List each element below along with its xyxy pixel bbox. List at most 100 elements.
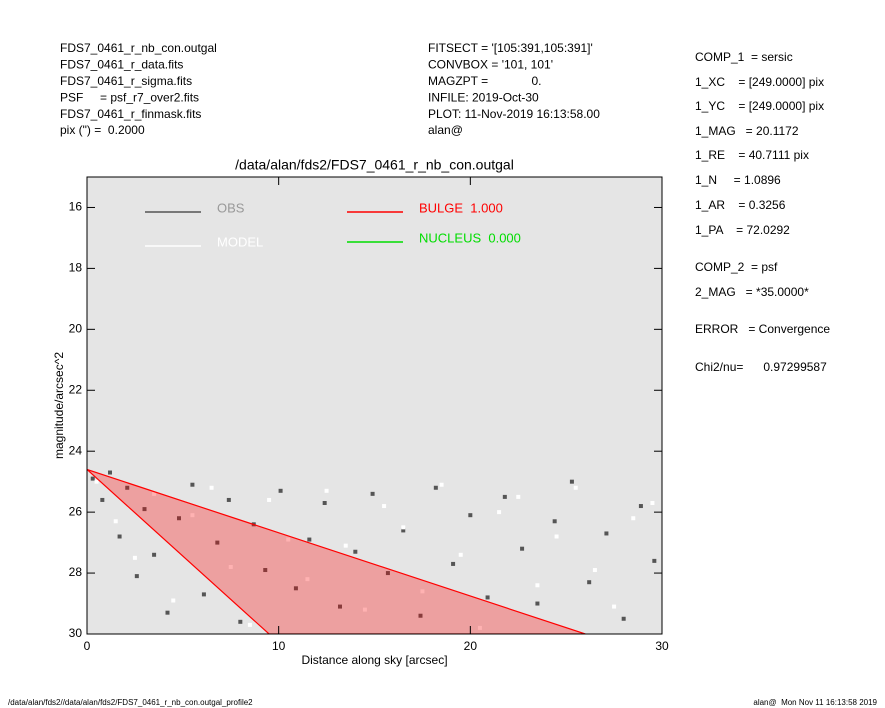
header-line: FITSECT = '[105:391,105:391]' <box>428 41 593 55</box>
data-point <box>215 540 220 545</box>
fit-parameter: Chi2/nu= 0.97299587 <box>695 360 827 374</box>
header-line: MAGZPT = 0. <box>428 74 541 88</box>
fit-parameter: 1_MAG = 20.1172 <box>695 124 799 138</box>
x-axis-label: Distance along sky [arcsec] <box>301 653 447 667</box>
data-point <box>338 604 342 609</box>
x-tick-label: 30 <box>655 639 669 653</box>
data-point <box>152 552 157 557</box>
legend-label: OBS <box>217 200 245 215</box>
data-point <box>621 616 626 621</box>
footer-left: /data/alan/fds2//data/alan/fds2/FDS7_046… <box>8 698 253 707</box>
data-point <box>458 552 463 557</box>
data-point <box>228 564 233 569</box>
data-point <box>94 479 99 484</box>
data-point <box>117 534 122 539</box>
plot-marks <box>87 468 657 634</box>
data-point <box>305 577 310 582</box>
fit-parameter: 1_AR = 0.3256 <box>695 198 786 212</box>
data-point <box>278 488 283 493</box>
data-point <box>552 519 557 524</box>
data-point <box>385 571 390 576</box>
data-point <box>152 491 157 496</box>
y-axis-label: magnitude/arcsec^2 <box>52 352 66 459</box>
data-point <box>652 558 657 563</box>
header-line: PLOT: 11-Nov-2019 16:13:58.00 <box>428 107 600 121</box>
data-point <box>165 610 170 615</box>
data-point <box>433 485 438 490</box>
data-point <box>370 491 375 496</box>
data-point <box>573 485 578 490</box>
y-tick-label: 30 <box>69 626 83 640</box>
y-tick-label: 22 <box>69 382 83 396</box>
legend-label: MODEL <box>217 234 263 249</box>
data-point <box>209 485 214 490</box>
data-point <box>171 598 176 603</box>
data-point <box>324 488 329 493</box>
header-line: alan@ <box>428 123 463 137</box>
data-point <box>638 504 643 509</box>
data-point <box>353 549 358 554</box>
data-point <box>190 513 195 518</box>
x-tick-label: 0 <box>84 639 91 653</box>
data-point <box>516 494 521 499</box>
data-point <box>322 500 327 505</box>
data-point <box>497 510 502 515</box>
data-point <box>535 583 540 588</box>
data-point <box>201 592 206 597</box>
header-line: FDS7_0461_r_nb_con.outgal <box>60 41 217 55</box>
y-tick-label: 18 <box>69 261 83 275</box>
data-point <box>190 482 195 487</box>
chart-title: /data/alan/fds2/FDS7_0461_r_nb_con.outga… <box>235 157 514 173</box>
data-point <box>592 568 597 573</box>
header-line: pix (") = 0.2000 <box>60 123 145 137</box>
header-line: CONVBOX = '101, 101' <box>428 58 553 72</box>
fit-parameter: 1_RE = 40.7111 pix <box>695 148 809 162</box>
data-point <box>420 589 425 594</box>
data-point <box>612 604 617 609</box>
y-tick-label: 24 <box>69 443 83 457</box>
data-point <box>535 601 540 606</box>
data-point <box>90 476 95 481</box>
data-point <box>238 619 243 624</box>
data-point <box>177 516 181 521</box>
data-point <box>520 546 525 551</box>
data-point <box>132 555 137 560</box>
data-point <box>263 568 268 573</box>
legend-label: NUCLEUS 0.000 <box>419 230 521 245</box>
data-point <box>293 586 298 591</box>
header-line: PSF = psf_r7_over2.fits <box>60 90 199 104</box>
header-line: FDS7_0461_r_data.fits <box>60 58 183 72</box>
x-tick-label: 20 <box>464 639 478 653</box>
data-point <box>226 497 231 502</box>
data-point <box>401 525 406 530</box>
footer-right: alan@ Mon Nov 11 16:13:58 2019 <box>753 698 877 707</box>
data-point <box>631 516 636 521</box>
data-point <box>286 537 291 542</box>
data-point <box>382 504 387 509</box>
plot-frame <box>86 176 663 635</box>
data-point <box>554 534 559 539</box>
y-tick-label: 28 <box>69 565 83 579</box>
data-point <box>587 580 592 585</box>
data-point <box>439 482 444 487</box>
fit-parameter: 1_PA = 72.0292 <box>695 223 790 237</box>
y-tick-label: 16 <box>69 200 83 214</box>
data-point <box>307 537 312 542</box>
fit-parameter: 1_N = 1.0896 <box>695 173 781 187</box>
fit-parameter: COMP_1 = sersic <box>695 50 793 64</box>
legend-label: BULGE 1.000 <box>419 200 503 215</box>
data-point <box>401 528 406 533</box>
data-point <box>343 543 348 548</box>
y-tick-label: 26 <box>69 504 83 518</box>
data-point <box>569 479 574 484</box>
fit-parameter: COMP_2 = psf <box>695 260 778 274</box>
data-point <box>108 470 112 475</box>
data-point <box>604 531 609 536</box>
header-line: INFILE: 2019-Oct-30 <box>428 90 539 104</box>
model-area <box>87 468 586 634</box>
fit-parameter: 1_XC = [249.0000] pix <box>695 75 824 89</box>
data-point <box>113 519 118 524</box>
data-point <box>451 561 456 566</box>
